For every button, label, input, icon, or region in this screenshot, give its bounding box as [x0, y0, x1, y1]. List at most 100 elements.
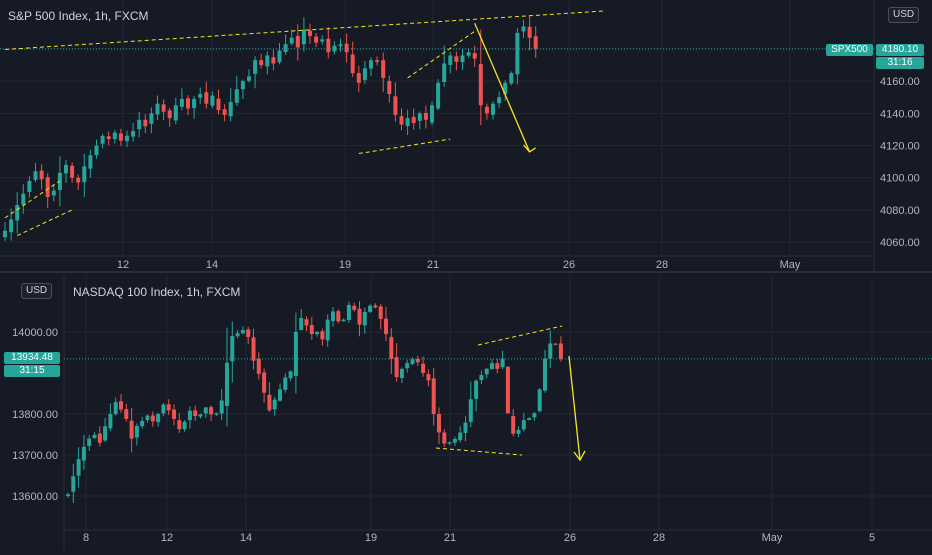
top-candle-body — [411, 116, 416, 123]
top-candle-body — [527, 26, 532, 38]
top-candle-body — [179, 98, 184, 107]
bottom-candle-body — [553, 343, 558, 345]
top-y-tick-label: 4100.00 — [880, 173, 920, 185]
bottom-candle-body — [474, 380, 479, 399]
bottom-candle-body — [505, 366, 510, 414]
bottom-candle-body — [225, 362, 229, 406]
bottom-candle-body — [230, 336, 235, 362]
bottom-candle-body — [325, 319, 330, 341]
top-y-tick-label: 4060.00 — [880, 237, 920, 249]
bottom-currency-badge[interactable]: USD — [21, 283, 53, 299]
top-candle-body — [155, 103, 160, 115]
top-candle-body — [15, 205, 20, 221]
top-candle-body — [338, 44, 343, 47]
top-candle-body — [466, 52, 471, 56]
top-candle-body — [192, 98, 197, 109]
top-candle-body — [478, 64, 483, 106]
bottom-candle-body — [479, 375, 484, 381]
bottom-forecast-arrowhead — [573, 450, 586, 462]
bottom-candle-body — [240, 329, 245, 334]
bottom-x-tick-label: May — [762, 532, 783, 544]
top-candle-body — [448, 55, 453, 65]
bottom-candle-body — [320, 331, 325, 340]
top-candle-body — [509, 73, 514, 84]
bottom-candle-body — [172, 409, 176, 419]
top-candle-body — [253, 60, 258, 74]
top-candle-body — [320, 39, 325, 42]
top-candle-body — [259, 60, 264, 66]
bottom-candle-body — [405, 363, 410, 369]
bottom-candle-body — [378, 306, 383, 319]
top-candle-body — [88, 155, 93, 169]
top-candle-body — [356, 73, 361, 83]
bottom-candle-body — [304, 319, 309, 326]
top-candle-body — [131, 131, 136, 137]
top-y-tick-label: 4160.00 — [880, 76, 920, 88]
bottom-candle-body — [156, 414, 161, 423]
top-candle-body — [362, 68, 367, 81]
top-forecast-arrowhead — [523, 144, 536, 153]
symbol-tag: SPX500 — [826, 44, 873, 56]
bottom-candle-body — [346, 304, 351, 320]
top-candle-body — [436, 82, 441, 109]
top-candle-body — [393, 96, 398, 115]
top-x-tick-label: 12 — [117, 259, 129, 271]
bottom-candle-body — [214, 413, 219, 415]
bottom-candle-body — [521, 420, 526, 430]
top-candle-body — [277, 50, 282, 63]
bottom-candle-body — [463, 422, 468, 433]
top-candle-body — [295, 36, 300, 48]
top-candle-body — [454, 56, 459, 62]
bottom-candle-body — [399, 368, 404, 378]
top-y-tick-label: 4080.00 — [880, 205, 920, 217]
top-candle-body — [533, 36, 538, 49]
bottom-candle-body — [315, 332, 320, 335]
top-x-tick-label: 26 — [563, 259, 575, 271]
bottom-candle-body — [421, 363, 426, 373]
bottom-candle-body — [373, 305, 378, 308]
bottom-candle-body — [124, 409, 129, 419]
top-x-tick-label: 19 — [339, 259, 351, 271]
top-candle-body — [515, 32, 520, 75]
top-candle-body — [430, 105, 434, 123]
bottom-candle-body — [235, 333, 240, 337]
bottom-candle-body — [87, 438, 92, 446]
top-candle-body — [423, 112, 428, 120]
bottom-candle-body — [161, 404, 166, 414]
bottom-candle-body — [262, 372, 267, 393]
bottom-candle-body — [166, 404, 171, 411]
top-candle-body — [503, 82, 508, 95]
bottom-last-price-tag: 13934.48 — [4, 352, 60, 364]
top-candle-body — [45, 177, 50, 197]
top-y-tick-label: 4140.00 — [880, 108, 920, 120]
bottom-candle-body — [532, 413, 537, 418]
bottom-candle-body — [187, 410, 192, 421]
bottom-candle-body — [150, 415, 155, 422]
bottom-candle-body — [81, 446, 86, 461]
bottom-x-tick-label: 14 — [240, 532, 252, 544]
top-candle-body — [3, 230, 7, 238]
top-candle-body — [51, 190, 56, 196]
bottom-candle-body — [278, 389, 282, 401]
bottom-forecast-arrow — [568, 355, 581, 461]
bottom-candle-body — [198, 414, 203, 417]
top-currency-badge[interactable]: USD — [888, 7, 920, 23]
top-trendline — [16, 209, 73, 237]
bottom-candle-body — [97, 433, 102, 443]
top-candle-body — [399, 116, 404, 125]
top-x-tick-label: May — [780, 259, 801, 271]
top-candle-body — [222, 109, 227, 115]
bottom-x-tick-label: 21 — [444, 532, 456, 544]
top-candle-body — [375, 60, 380, 62]
bottom-candle-body — [76, 459, 81, 476]
top-candle-body — [161, 104, 166, 112]
top-candle-body — [381, 60, 386, 78]
top-candle-body — [82, 166, 87, 183]
bottom-candle-body — [272, 399, 277, 410]
top-candle-body — [198, 94, 203, 98]
top-trendline — [4, 10, 603, 50]
bottom-candle-body — [495, 363, 500, 369]
top-candle-body — [118, 133, 123, 141]
bottom-candle-body — [299, 318, 304, 330]
